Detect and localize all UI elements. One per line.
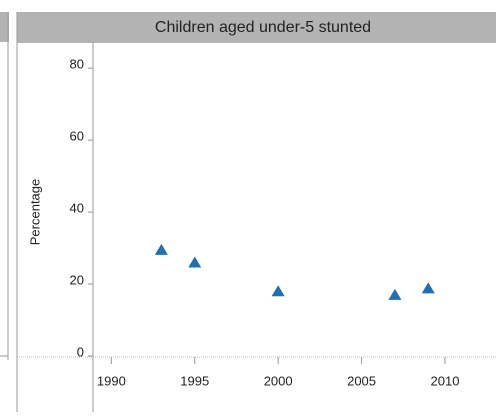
- y-tick-label: 60: [70, 129, 84, 144]
- marker: [188, 256, 202, 268]
- marker: [421, 282, 435, 294]
- x-tick-label: 2000: [264, 373, 293, 388]
- title-bar: [17, 12, 496, 43]
- y-tick-label: 80: [70, 57, 84, 72]
- chart-title: Children aged under-5 stunted: [155, 19, 371, 36]
- y-tick-label: 0: [77, 344, 84, 359]
- x-tick-label: 1990: [97, 373, 126, 388]
- y-axis-label: Percentage: [27, 179, 42, 246]
- x-tick-label: 1995: [180, 373, 209, 388]
- marker: [271, 285, 285, 297]
- y-tick-label: 20: [70, 272, 84, 287]
- marker: [154, 243, 168, 255]
- x-tick-label: 2005: [347, 373, 376, 388]
- neighbor-header: [0, 12, 9, 42]
- y-tick-label: 40: [70, 201, 84, 216]
- x-tick-label: 2010: [431, 373, 460, 388]
- marker: [388, 288, 402, 300]
